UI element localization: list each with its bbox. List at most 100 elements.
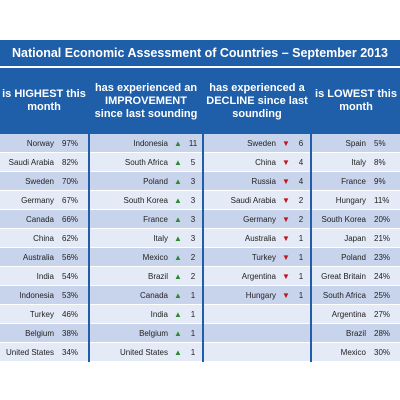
percent-value: 8% — [374, 157, 386, 167]
improvement-header: has experienced an IMPROVEMENT since las… — [90, 68, 202, 134]
table-row: Indonesia ▲ 11 — [90, 134, 202, 153]
change-value: 5 — [190, 157, 196, 167]
country-name: Argentina — [331, 309, 366, 319]
country-name: Spain — [345, 138, 366, 148]
table-row: China ▼ 4 — [204, 153, 310, 172]
country-name: Canada — [139, 290, 168, 300]
table-row: South Korea ▲ 3 — [90, 191, 202, 210]
table-row: Hungary 11% — [312, 191, 400, 210]
percent-value: 56% — [62, 252, 79, 262]
country-name: Japan — [344, 233, 366, 243]
country-name: Brazil — [345, 328, 366, 338]
lowest-column: is LOWEST this month Spain 5% Italy 8% Franc… — [312, 68, 400, 362]
country-name: Mexico — [142, 252, 168, 262]
up-arrow-icon: ▲ — [174, 214, 182, 224]
percent-value: 53% — [62, 290, 79, 300]
table-row: Italy 8% — [312, 153, 400, 172]
country-name: Brazil — [147, 271, 168, 281]
country-name: France — [143, 214, 168, 224]
percent-value: 23% — [374, 252, 391, 262]
change-value: 6 — [298, 138, 304, 148]
country-name: Great Britain — [321, 271, 366, 281]
change-value: 1 — [190, 290, 196, 300]
down-arrow-icon: ▼ — [282, 176, 290, 186]
country-name: United States — [119, 347, 168, 357]
table-row: Sweden 70% — [0, 172, 88, 191]
table-row: South Korea 20% — [312, 210, 400, 229]
country-name: South Korea — [123, 195, 168, 205]
country-name: Sweden — [25, 176, 54, 186]
column-divider — [88, 68, 90, 362]
table-row: Saudi Arabia 82% — [0, 153, 88, 172]
table-row: Brazil ▲ 2 — [90, 267, 202, 286]
improvement-rows: Indonesia ▲ 11 South Africa ▲ 5 Poland ▲ 3 South … — [90, 134, 202, 362]
up-arrow-icon: ▲ — [174, 157, 182, 167]
country-name: Australia — [244, 233, 276, 243]
down-arrow-icon: ▼ — [282, 290, 290, 300]
table-row: South Africa ▲ 5 — [90, 153, 202, 172]
percent-value: 28% — [374, 328, 391, 338]
table-title: National Economic Assessment of Countrie… — [0, 40, 400, 68]
down-arrow-icon: ▼ — [282, 157, 290, 167]
country-name: Turkey — [29, 309, 54, 319]
down-arrow-icon: ▼ — [282, 195, 290, 205]
change-value: 3 — [190, 195, 196, 205]
lowest-header: is LOWEST this month — [312, 68, 400, 134]
country-name: South Africa — [322, 290, 366, 300]
table-row: Russia ▼ 4 — [204, 172, 310, 191]
table-row: Japan 21% — [312, 229, 400, 248]
percent-value: 27% — [374, 309, 391, 319]
country-name: China — [255, 157, 276, 167]
decline-header: has experienced a DECLINE since last sou… — [204, 68, 310, 134]
table-row: Norway 97% — [0, 134, 88, 153]
change-value: 3 — [190, 233, 196, 243]
country-name: Argentina — [241, 271, 276, 281]
table-row: Italy ▲ 3 — [90, 229, 202, 248]
percent-value: 62% — [62, 233, 79, 243]
table-row: Indonesia 53% — [0, 286, 88, 305]
change-value: 1 — [190, 347, 196, 357]
percent-value: 66% — [62, 214, 79, 224]
lowest-rows: Spain 5% Italy 8% France 9% Hungary 11% South Ko… — [312, 134, 400, 362]
change-value: 1 — [298, 290, 304, 300]
table-row: Turkey 46% — [0, 305, 88, 324]
empty-row — [204, 324, 310, 343]
up-arrow-icon: ▲ — [174, 233, 182, 243]
table-row: Australia 56% — [0, 248, 88, 267]
table-row: Brazil 28% — [312, 324, 400, 343]
country-name: Germany — [243, 214, 276, 224]
change-value: 2 — [298, 214, 304, 224]
country-name: Russia — [251, 176, 276, 186]
change-value: 2 — [298, 195, 304, 205]
table-row: Saudi Arabia ▼ 2 — [204, 191, 310, 210]
table-row: Mexico 30% — [312, 343, 400, 362]
country-name: India — [150, 309, 168, 319]
percent-value: 46% — [62, 309, 79, 319]
country-name: Germany — [21, 195, 54, 205]
table-row: Hungary ▼ 1 — [204, 286, 310, 305]
decline-rows: Sweden ▼ 6 China ▼ 4 Russia ▼ 4 Saudi Arabia ▼ 2 Ger… — [204, 134, 310, 362]
table-row: Sweden ▼ 6 — [204, 134, 310, 153]
table-row: Spain 5% — [312, 134, 400, 153]
up-arrow-icon: ▲ — [174, 309, 182, 319]
country-name: Poland — [143, 176, 168, 186]
table-row: Turkey ▼ 1 — [204, 248, 310, 267]
up-arrow-icon: ▲ — [174, 290, 182, 300]
table-row: Argentina ▼ 1 — [204, 267, 310, 286]
country-name: Belgium — [25, 328, 54, 338]
percent-value: 67% — [62, 195, 79, 205]
country-name: Norway — [26, 138, 54, 148]
table-row: Poland 23% — [312, 248, 400, 267]
down-arrow-icon: ▼ — [282, 252, 290, 262]
percent-value: 24% — [374, 271, 391, 281]
improvement-column: has experienced an IMPROVEMENT since las… — [90, 68, 202, 362]
empty-row — [204, 343, 310, 362]
up-arrow-icon: ▲ — [174, 347, 182, 357]
down-arrow-icon: ▼ — [282, 271, 290, 281]
country-name: Saudi Arabia — [8, 157, 54, 167]
percent-value: 5% — [374, 138, 386, 148]
change-value: 2 — [190, 271, 196, 281]
percent-value: 11% — [374, 195, 390, 205]
table-row: Poland ▲ 3 — [90, 172, 202, 191]
percent-value: 34% — [62, 347, 79, 357]
